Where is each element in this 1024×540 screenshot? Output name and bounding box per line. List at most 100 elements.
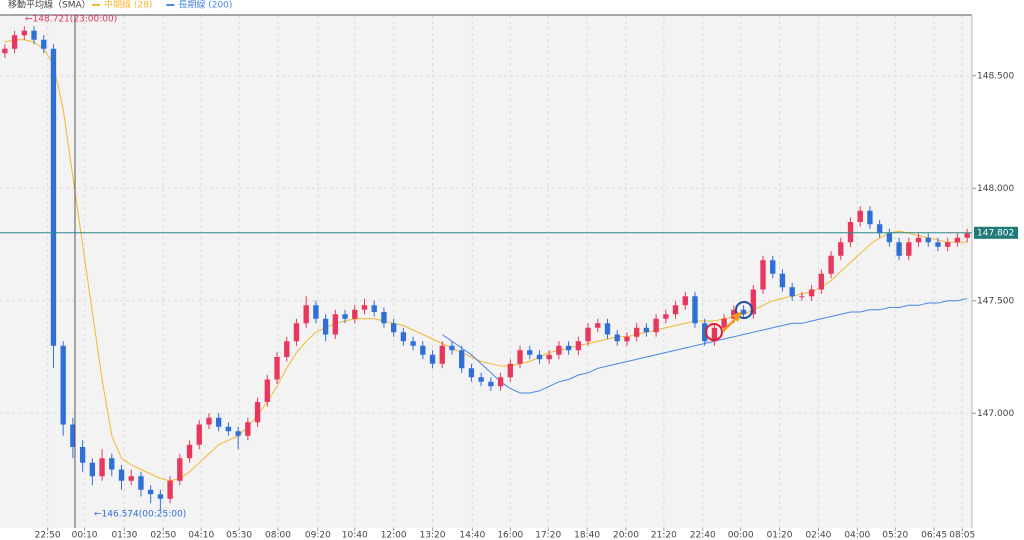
blue-circle [735, 301, 753, 319]
annotation-high: ←148.721(23:00:00) [25, 15, 117, 25]
candle-body [536, 354, 543, 360]
candle-body [896, 242, 902, 256]
candle-body [235, 431, 241, 436]
ma-line [4, 39, 968, 482]
candle-body [449, 345, 455, 351]
x-tick-label: 04:10 [188, 531, 214, 540]
annotation-low: ←146.574(00:25:00) [94, 510, 186, 520]
candle-body [303, 305, 309, 324]
candle-body [682, 296, 688, 306]
x-tick-label: 14:40 [459, 531, 485, 540]
candle-body [79, 447, 86, 463]
candle-body [876, 224, 883, 234]
candle-body [274, 357, 280, 380]
legend: 中期線 (28) 長期線 (200) [92, 0, 232, 11]
x-tick-label: 00:00 [728, 531, 754, 540]
candle-body [546, 354, 552, 360]
candle-body [857, 210, 863, 222]
x-tick-label: 21:20 [651, 531, 677, 540]
legend-label: 長期線 (200) [178, 0, 232, 11]
candle-body [808, 289, 815, 297]
candle-body [604, 323, 611, 335]
candle-body [702, 323, 708, 342]
x-tick-label: 02:40 [805, 531, 831, 540]
x-tick-label: 20:00 [613, 531, 639, 540]
candle-body [352, 309, 358, 319]
y-tick-label: 148.000 [977, 184, 1014, 194]
legend-swatch [92, 4, 100, 6]
candle-body [954, 237, 961, 243]
candle-body [945, 242, 951, 247]
candle-body [906, 242, 912, 256]
candle-body [196, 424, 202, 445]
candle-body [847, 222, 854, 243]
candle-body [99, 458, 105, 477]
candle-body [633, 327, 640, 337]
chart-title: 移動平均線（SMA） [8, 0, 91, 11]
candle-body [439, 345, 445, 364]
x-tick-label: 06:45 [921, 531, 947, 540]
x-tick-label: 05:30 [226, 531, 252, 540]
candle-body [925, 237, 931, 243]
candle-body [157, 494, 164, 499]
candle-body [672, 305, 679, 315]
candle-body [225, 426, 232, 432]
x-tick-label: 01:20 [767, 531, 793, 540]
candle-body [322, 318, 329, 335]
candle-body [760, 260, 766, 290]
candle-body [21, 30, 27, 36]
candle-body [653, 318, 659, 333]
candle-body [828, 255, 834, 274]
candle-body [89, 462, 96, 477]
candle-body [507, 363, 513, 378]
candle-body [497, 377, 504, 387]
candle-body [478, 377, 484, 382]
candle-body [11, 35, 18, 49]
candle-body [264, 379, 270, 402]
candle-body [2, 48, 8, 54]
x-tick-label: 09:20 [305, 531, 331, 540]
candle-body [167, 480, 173, 499]
y-tick-label: 147.500 [977, 296, 1014, 306]
candle-body [935, 242, 941, 247]
y-tick-label: 147.000 [977, 409, 1014, 419]
x-tick-label: 04:00 [844, 531, 870, 540]
candle-body [41, 39, 47, 49]
candle-body [313, 305, 319, 319]
x-tick-label: 08:00 [265, 531, 291, 540]
x-tick-label: 00:10 [72, 531, 98, 540]
candle-body [663, 314, 669, 319]
candle-body [109, 458, 115, 470]
candle-body [206, 417, 212, 425]
candle-body [138, 476, 144, 490]
candle-body [361, 305, 368, 310]
candle-body [770, 260, 776, 274]
candle-body [789, 287, 795, 297]
candle-body [332, 314, 339, 335]
x-tick-label: 22:50 [35, 531, 61, 540]
y-tick-label: 148.500 [977, 71, 1014, 81]
red-circle [705, 323, 723, 341]
candle-body [216, 417, 222, 427]
candle-body [186, 444, 193, 459]
candle-body [459, 350, 465, 369]
candle-body [867, 210, 873, 225]
candle-body [750, 289, 756, 315]
plot-area [0, 15, 972, 528]
candle-body [420, 345, 426, 355]
candle-body [614, 334, 620, 342]
arrow [722, 311, 742, 332]
candle-body [488, 381, 494, 387]
legend-label: 中期線 (28) [104, 0, 152, 11]
x-tick-label: 02:50 [150, 531, 176, 540]
candles [2, 26, 970, 510]
current-price-label: 147.802 [977, 228, 1014, 238]
candle-body [643, 327, 650, 333]
candle-body [838, 242, 844, 256]
candle-body [118, 469, 125, 481]
candle-body [565, 345, 572, 351]
candle-body [915, 237, 922, 243]
x-tick-label: 17:20 [535, 531, 561, 540]
